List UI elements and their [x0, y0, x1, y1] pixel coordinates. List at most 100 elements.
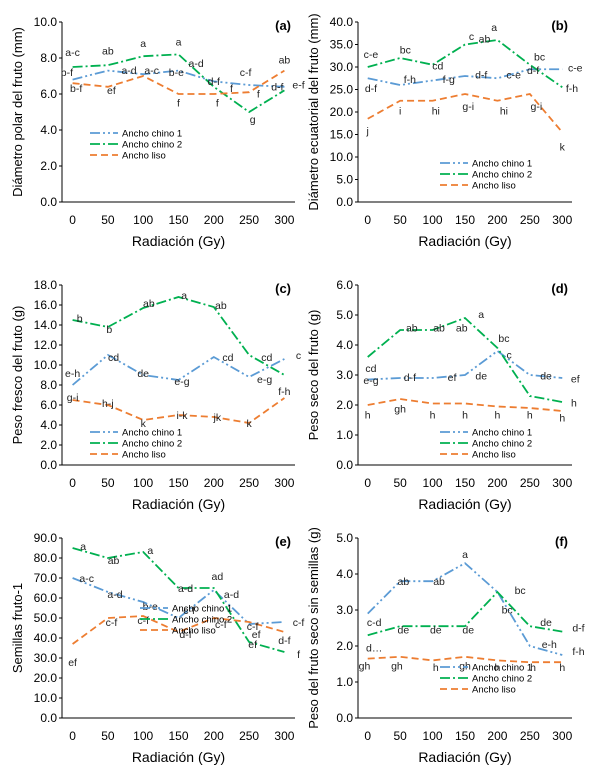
- x-tick-label: 50: [393, 476, 407, 490]
- x-tick-label: 100: [133, 213, 153, 227]
- y-tick-label: 30.0: [34, 651, 58, 665]
- significance-letter: h-j: [102, 398, 114, 410]
- significance-letter: a-d: [121, 65, 136, 77]
- significance-letter: g-i: [67, 392, 79, 404]
- significance-letter: hi: [500, 105, 508, 117]
- significance-letter: g-i: [530, 101, 542, 113]
- y-tick-label: 12.0: [34, 338, 58, 352]
- series-line-2: [367, 590, 563, 637]
- significance-letter: de: [475, 371, 487, 383]
- significance-letter: c: [506, 350, 511, 362]
- significance-letter: f: [177, 98, 180, 110]
- significance-letter: ef: [448, 372, 457, 384]
- y-tick-label: 0.0: [40, 458, 57, 472]
- significance-letter: de: [137, 368, 149, 380]
- series-line-1: [72, 577, 285, 625]
- x-tick-label: 50: [101, 729, 115, 743]
- significance-letter: de: [540, 371, 552, 383]
- x-tick-label: 150: [168, 213, 188, 227]
- panel-b: 0.0 5.0 10.0 15.0 20.0 25.0 30.0 35.0 40.0 0 50 100…: [306, 13, 583, 249]
- significance-letter: b-f: [70, 83, 82, 95]
- y-tick-label: 6.0: [40, 398, 57, 412]
- y-tick-label: 4.0: [336, 567, 353, 581]
- legend-label: Ancho liso: [172, 626, 216, 637]
- significance-letter: h: [559, 662, 565, 674]
- significance-letter: d-f: [572, 623, 584, 635]
- y-tick-label: 14.0: [34, 318, 58, 332]
- y-tick-label: 8.0: [40, 378, 57, 392]
- significance-letter: b: [77, 313, 83, 325]
- legend-label: Ancho chino 1: [472, 159, 532, 170]
- y-tick-label: 2.0: [40, 159, 57, 173]
- series-line-1: [72, 353, 285, 386]
- panel-label: (c): [275, 281, 291, 296]
- significance-letter: b-f: [61, 67, 73, 79]
- panel-e: 0.0 10.0 20.0 30.0 40.0 50.0 60.0 70.0 80.0 90.0 0…: [10, 531, 304, 765]
- y-tick-label: 35.0: [330, 38, 354, 52]
- significance-letter: de: [398, 624, 410, 636]
- panel-d: 0.0 1.0 2.0 3.0 4.0 5.0 6.0 0 50 100 150 200 250 300 R…: [306, 278, 580, 512]
- panel-f: 0.0 1.0 2.0 3.0 4.0 5.0 0 50 100 150 200 250 300 Radi…: [306, 527, 585, 765]
- significance-letter: ab: [398, 576, 410, 588]
- significance-letter: f-h: [566, 83, 578, 95]
- x-tick-label: 200: [487, 476, 507, 490]
- x-axis-label: Radiación (Gy): [418, 496, 511, 512]
- y-axis-label: Diámetro polar del fruto (mm): [10, 27, 25, 197]
- legend-label: Ancho liso: [122, 450, 166, 461]
- significance-letter: h: [527, 410, 533, 422]
- x-tick-label: 250: [239, 729, 259, 743]
- significance-letter: d-f: [365, 83, 377, 95]
- series-line-1: [72, 69, 285, 88]
- series-line-1: [367, 68, 563, 86]
- y-tick-label: 20.0: [330, 105, 354, 119]
- significance-letter: bc: [400, 45, 411, 57]
- x-tick-label: 300: [552, 729, 572, 743]
- x-tick-label: 100: [423, 213, 443, 227]
- x-tick-label: 100: [133, 729, 153, 743]
- y-tick-label: 0.0: [40, 711, 57, 725]
- significance-letter: h: [495, 662, 501, 674]
- significance-letter: e-g: [257, 374, 272, 386]
- y-tick-label: 3.0: [336, 368, 353, 382]
- significance-letter: ab: [456, 323, 468, 335]
- significance-letter: ab: [479, 33, 491, 45]
- y-tick-label: 0.0: [336, 711, 353, 725]
- y-tick-label: 0.0: [336, 458, 353, 472]
- significance-letter: h: [365, 410, 371, 422]
- x-tick-label: 0: [364, 213, 371, 227]
- x-tick-label: 50: [101, 476, 115, 490]
- y-tick-label: 2.0: [336, 398, 353, 412]
- significance-letter: d-f: [179, 629, 191, 641]
- significance-letter: bc: [534, 51, 545, 63]
- y-tick-label: 6.0: [40, 87, 57, 101]
- significance-letter: a: [491, 22, 497, 34]
- significance-letter: a: [140, 38, 146, 50]
- legend-label: Ancho chino 1: [472, 663, 532, 674]
- y-tick-label: 0.0: [336, 195, 353, 209]
- x-axis-label: Radiación (Gy): [418, 749, 511, 765]
- significance-letter: h: [433, 662, 439, 674]
- significance-letter: b-e: [169, 67, 184, 79]
- x-tick-label: 300: [552, 476, 572, 490]
- y-axis-label: Peso seco del fruto (g): [306, 310, 321, 441]
- legend-label: Ancho chino 1: [172, 604, 232, 615]
- series-line-1: [367, 349, 563, 381]
- x-axis-label: Radiación (Gy): [132, 496, 225, 512]
- x-tick-label: 200: [204, 476, 224, 490]
- significance-letter: f: [297, 649, 300, 661]
- significance-letter: k: [246, 418, 252, 430]
- significance-letter: d-f: [208, 76, 220, 88]
- x-tick-label: 200: [487, 729, 507, 743]
- significance-letter: de: [540, 617, 552, 629]
- significance-letter: ef: [68, 657, 77, 669]
- x-tick-label: 300: [274, 729, 294, 743]
- significance-letter: a-c: [65, 47, 80, 59]
- y-tick-label: 10.0: [34, 15, 58, 29]
- significance-letter: k: [560, 141, 566, 153]
- y-tick-label: 6.0: [336, 278, 353, 292]
- legend-label: Ancho chino 1: [122, 428, 182, 439]
- x-tick-label: 250: [520, 729, 540, 743]
- legend-label: Ancho liso: [472, 450, 516, 461]
- significance-letter: ab: [215, 300, 227, 312]
- significance-letter: c-f: [240, 67, 252, 79]
